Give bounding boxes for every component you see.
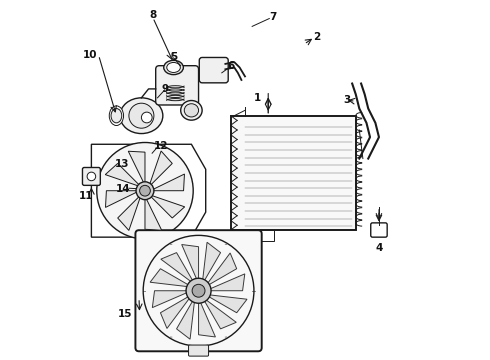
Polygon shape [152, 291, 192, 307]
Polygon shape [149, 194, 185, 218]
Text: 4: 4 [375, 243, 383, 253]
Text: 7: 7 [269, 13, 276, 22]
Polygon shape [145, 196, 162, 230]
Text: 5: 5 [170, 52, 177, 62]
Polygon shape [160, 294, 193, 328]
Circle shape [136, 182, 154, 200]
Circle shape [192, 284, 205, 297]
Text: 1: 1 [254, 93, 261, 103]
FancyBboxPatch shape [82, 167, 100, 185]
Ellipse shape [184, 104, 198, 117]
Text: 13: 13 [115, 159, 129, 169]
Polygon shape [118, 194, 141, 230]
Text: 6: 6 [227, 61, 234, 71]
Ellipse shape [167, 63, 180, 72]
Ellipse shape [120, 98, 163, 134]
Polygon shape [205, 294, 247, 313]
Circle shape [97, 143, 193, 239]
Ellipse shape [164, 60, 183, 75]
Text: 9: 9 [161, 84, 168, 94]
Polygon shape [202, 297, 236, 329]
Polygon shape [105, 191, 140, 207]
Polygon shape [149, 151, 172, 187]
Polygon shape [176, 297, 195, 339]
Text: 10: 10 [82, 50, 97, 60]
Ellipse shape [109, 106, 123, 126]
FancyBboxPatch shape [189, 345, 209, 356]
Text: 8: 8 [149, 10, 156, 20]
Polygon shape [128, 151, 145, 185]
Text: 12: 12 [154, 141, 168, 151]
Circle shape [140, 185, 150, 196]
Ellipse shape [181, 100, 202, 120]
FancyBboxPatch shape [135, 230, 262, 351]
Polygon shape [182, 244, 198, 284]
Text: 11: 11 [79, 191, 93, 201]
Text: 14: 14 [116, 184, 131, 194]
Polygon shape [161, 253, 195, 284]
Ellipse shape [129, 103, 154, 128]
Ellipse shape [111, 109, 122, 123]
Circle shape [186, 278, 211, 303]
Text: 15: 15 [118, 309, 133, 319]
Polygon shape [150, 174, 184, 191]
Polygon shape [206, 274, 245, 291]
Polygon shape [198, 298, 216, 337]
Polygon shape [150, 269, 193, 287]
Text: 2: 2 [313, 32, 320, 42]
Circle shape [87, 172, 96, 181]
Polygon shape [205, 253, 237, 287]
Bar [259, 230, 273, 241]
FancyBboxPatch shape [371, 223, 387, 237]
Circle shape [142, 112, 152, 123]
Polygon shape [202, 242, 220, 284]
Bar [231, 116, 356, 230]
FancyBboxPatch shape [199, 58, 228, 83]
Polygon shape [105, 163, 141, 187]
Text: 3: 3 [343, 95, 350, 105]
FancyBboxPatch shape [156, 66, 198, 105]
